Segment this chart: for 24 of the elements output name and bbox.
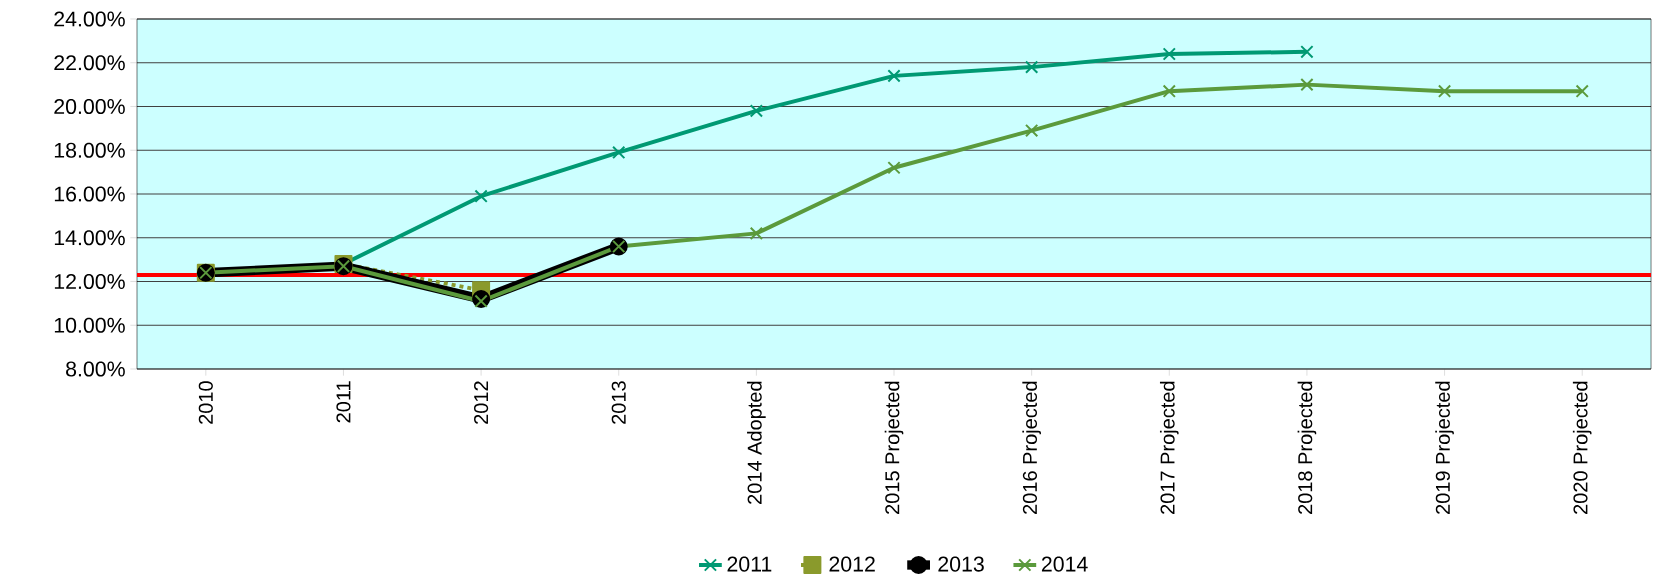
legend-label: 2014	[1041, 556, 1088, 572]
y-tick-label: 18.00%	[54, 142, 125, 158]
x-tick-label: 2016 Projected	[1022, 381, 1041, 514]
x-tick-label: 2017 Projected	[1159, 381, 1179, 514]
y-tick-label: 14.00%	[54, 230, 125, 246]
x-tick-label: 2013	[611, 381, 626, 424]
x-tick-label: 2020 Projected	[1572, 381, 1592, 514]
legend-label: 2011	[727, 556, 772, 572]
x-tick-label: 2011	[336, 381, 351, 423]
legend-label: 2013	[938, 556, 984, 572]
x-tick-label: 2014 Adopted	[747, 381, 766, 504]
y-tick-label: 12.00%	[54, 273, 125, 290]
x-tick-label: 2015 Projected	[884, 381, 904, 514]
y-tick-label: 24.00%	[54, 11, 125, 27]
y-tick-label: 16.00%	[54, 186, 125, 202]
y-tick-label: 20.00%	[54, 98, 125, 115]
x-tick-label: 2010	[198, 381, 213, 424]
y-tick-label: 22.00%	[54, 55, 125, 71]
x-tick-label: 2019 Projected	[1435, 381, 1454, 514]
y-tick-label: 8.00%	[66, 361, 125, 377]
x-tick-label: 2018 Projected	[1297, 381, 1317, 514]
x-tick-label: 2012	[474, 381, 489, 424]
y-tick-label: 10.00%	[54, 317, 125, 333]
legend-label: 2012	[829, 556, 875, 572]
